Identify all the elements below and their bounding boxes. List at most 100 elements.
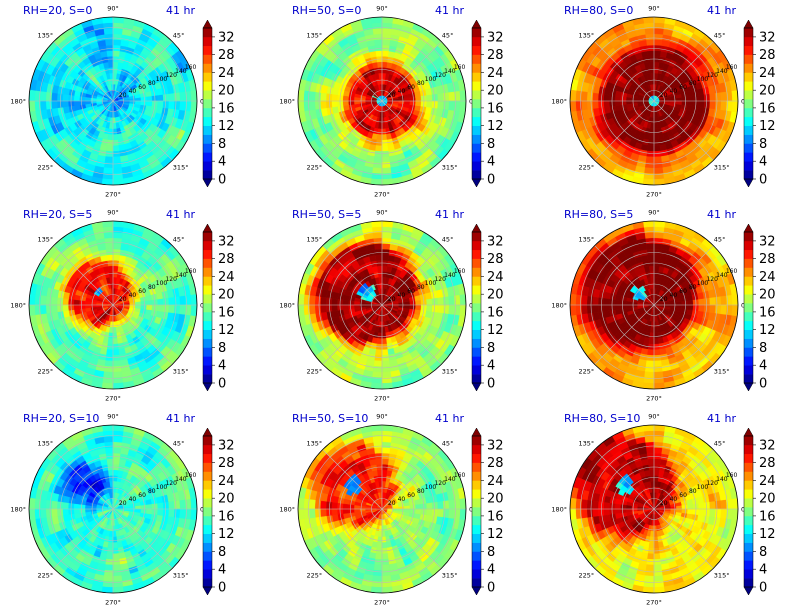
angle-tick-label: 90°	[376, 5, 388, 13]
heatmap-cell	[570, 293, 577, 306]
angle-tick-label: 270°	[646, 191, 662, 199]
angle-tick-label: 270°	[646, 395, 662, 403]
heatmap-cell	[580, 100, 588, 111]
heatmap-cell	[129, 508, 136, 513]
heatmap-cell	[649, 128, 655, 135]
panel-time-label: 41 hr	[435, 208, 464, 221]
heatmap-cell	[631, 301, 638, 306]
heatmap-cell	[426, 100, 433, 108]
angle-tick-label: 225°	[579, 367, 595, 375]
colorbar-extend-bottom	[743, 178, 754, 188]
radius-tick-label: 60	[407, 84, 415, 91]
colorbar-tick-label: 4	[487, 359, 495, 374]
colorbar-extend-top	[471, 223, 482, 233]
heatmap-cell	[348, 300, 355, 306]
heatmap-cell	[109, 117, 114, 124]
angle-tick-label: 225°	[38, 163, 54, 171]
colorbar-tick-label: 20	[759, 288, 776, 303]
heatmap-cell	[45, 304, 53, 315]
heatmap-cell	[703, 297, 711, 306]
heatmap-cell	[459, 304, 466, 317]
heatmap-cell	[342, 95, 349, 102]
colorbar-segment	[203, 72, 212, 82]
heatmap-cell	[415, 100, 422, 107]
radius-tick-label: 60	[138, 288, 146, 295]
colorbar-segment	[203, 143, 212, 153]
heatmap-cell	[162, 100, 170, 109]
colorbar-tick-label: 12	[487, 119, 504, 134]
heatmap-cell	[650, 326, 655, 334]
colorbar-tick-label: 8	[487, 341, 495, 356]
heatmap-cell	[370, 221, 383, 228]
heatmap-cell	[381, 178, 394, 185]
heatmap-cell	[381, 78, 386, 85]
colorbar-segment	[744, 240, 753, 251]
heatmap-cell	[645, 360, 655, 367]
heatmap-cell	[597, 100, 605, 109]
radius-tick-label: 20	[388, 296, 396, 303]
radius-tick-label: 80	[417, 284, 425, 291]
heatmap-cell	[381, 145, 389, 152]
heatmap-cell	[426, 304, 433, 312]
heatmap-cell	[374, 150, 383, 158]
colorbar-segment	[203, 276, 212, 286]
angular-gridline	[53, 100, 114, 161]
polar-panel: 0°45°90°135°180°225°270°315°204060801001…	[279, 4, 503, 199]
colorbar-segment	[744, 320, 753, 330]
radius-tick-label: 60	[679, 288, 687, 295]
heatmap-cell	[112, 276, 117, 284]
heatmap-cell	[378, 117, 383, 124]
heatmap-cell	[381, 371, 392, 379]
heatmap-cell	[348, 96, 355, 102]
colorbar-tick-label: 0	[487, 377, 495, 392]
heatmap-cell	[647, 349, 655, 356]
heatmap-cell	[157, 304, 164, 312]
colorbar-tick-label: 28	[218, 48, 235, 63]
panel-time-label: 41 hr	[435, 4, 464, 17]
heatmap-cell	[603, 100, 610, 108]
heatmap-cell	[625, 301, 633, 306]
heatmap-cell	[381, 265, 388, 272]
colorbar-segment	[203, 285, 212, 295]
colorbar-tick-label: 16	[759, 101, 776, 116]
heatmap-cell	[109, 321, 114, 328]
heatmap-cell	[173, 304, 181, 315]
colorbar-segment	[744, 232, 753, 242]
heatmap-cell	[173, 295, 181, 306]
heatmap-cell	[681, 304, 688, 310]
heatmap-cell	[648, 338, 655, 345]
heatmap-cell	[653, 27, 664, 35]
colorbar-segment	[203, 161, 212, 171]
heatmap-cell	[331, 304, 338, 312]
heatmap-cell	[140, 304, 147, 310]
heatmap-cell	[703, 304, 711, 313]
heatmap-cell	[675, 100, 683, 105]
heatmap-cell	[653, 167, 664, 175]
heatmap-cell	[698, 100, 705, 108]
heatmap-cell	[650, 321, 655, 328]
heatmap-cell	[381, 271, 387, 278]
heatmap-cell	[314, 295, 322, 306]
heatmap-cell	[375, 145, 383, 152]
heatmap-cell	[448, 304, 456, 315]
colorbar-tick-label: 8	[218, 341, 226, 356]
heatmap-cell	[112, 237, 123, 245]
angular-gridline	[112, 41, 173, 102]
angle-tick-label: 45°	[173, 236, 185, 244]
heatmap-cell	[398, 100, 405, 105]
heatmap-cell	[190, 100, 197, 113]
heatmap-cell	[653, 371, 664, 379]
heatmap-cell	[107, 338, 114, 345]
colorbar-segment	[744, 303, 753, 313]
colorbar-segment	[203, 36, 212, 47]
colorbar-segment	[744, 161, 753, 171]
heatmap-cell	[653, 382, 666, 389]
heatmap-cell	[90, 97, 97, 102]
colorbar-segment	[472, 320, 481, 330]
heatmap-cell	[56, 304, 64, 313]
heatmap-cell	[112, 271, 118, 278]
heatmap-cell	[372, 27, 383, 35]
colorbar-segment	[744, 374, 753, 384]
